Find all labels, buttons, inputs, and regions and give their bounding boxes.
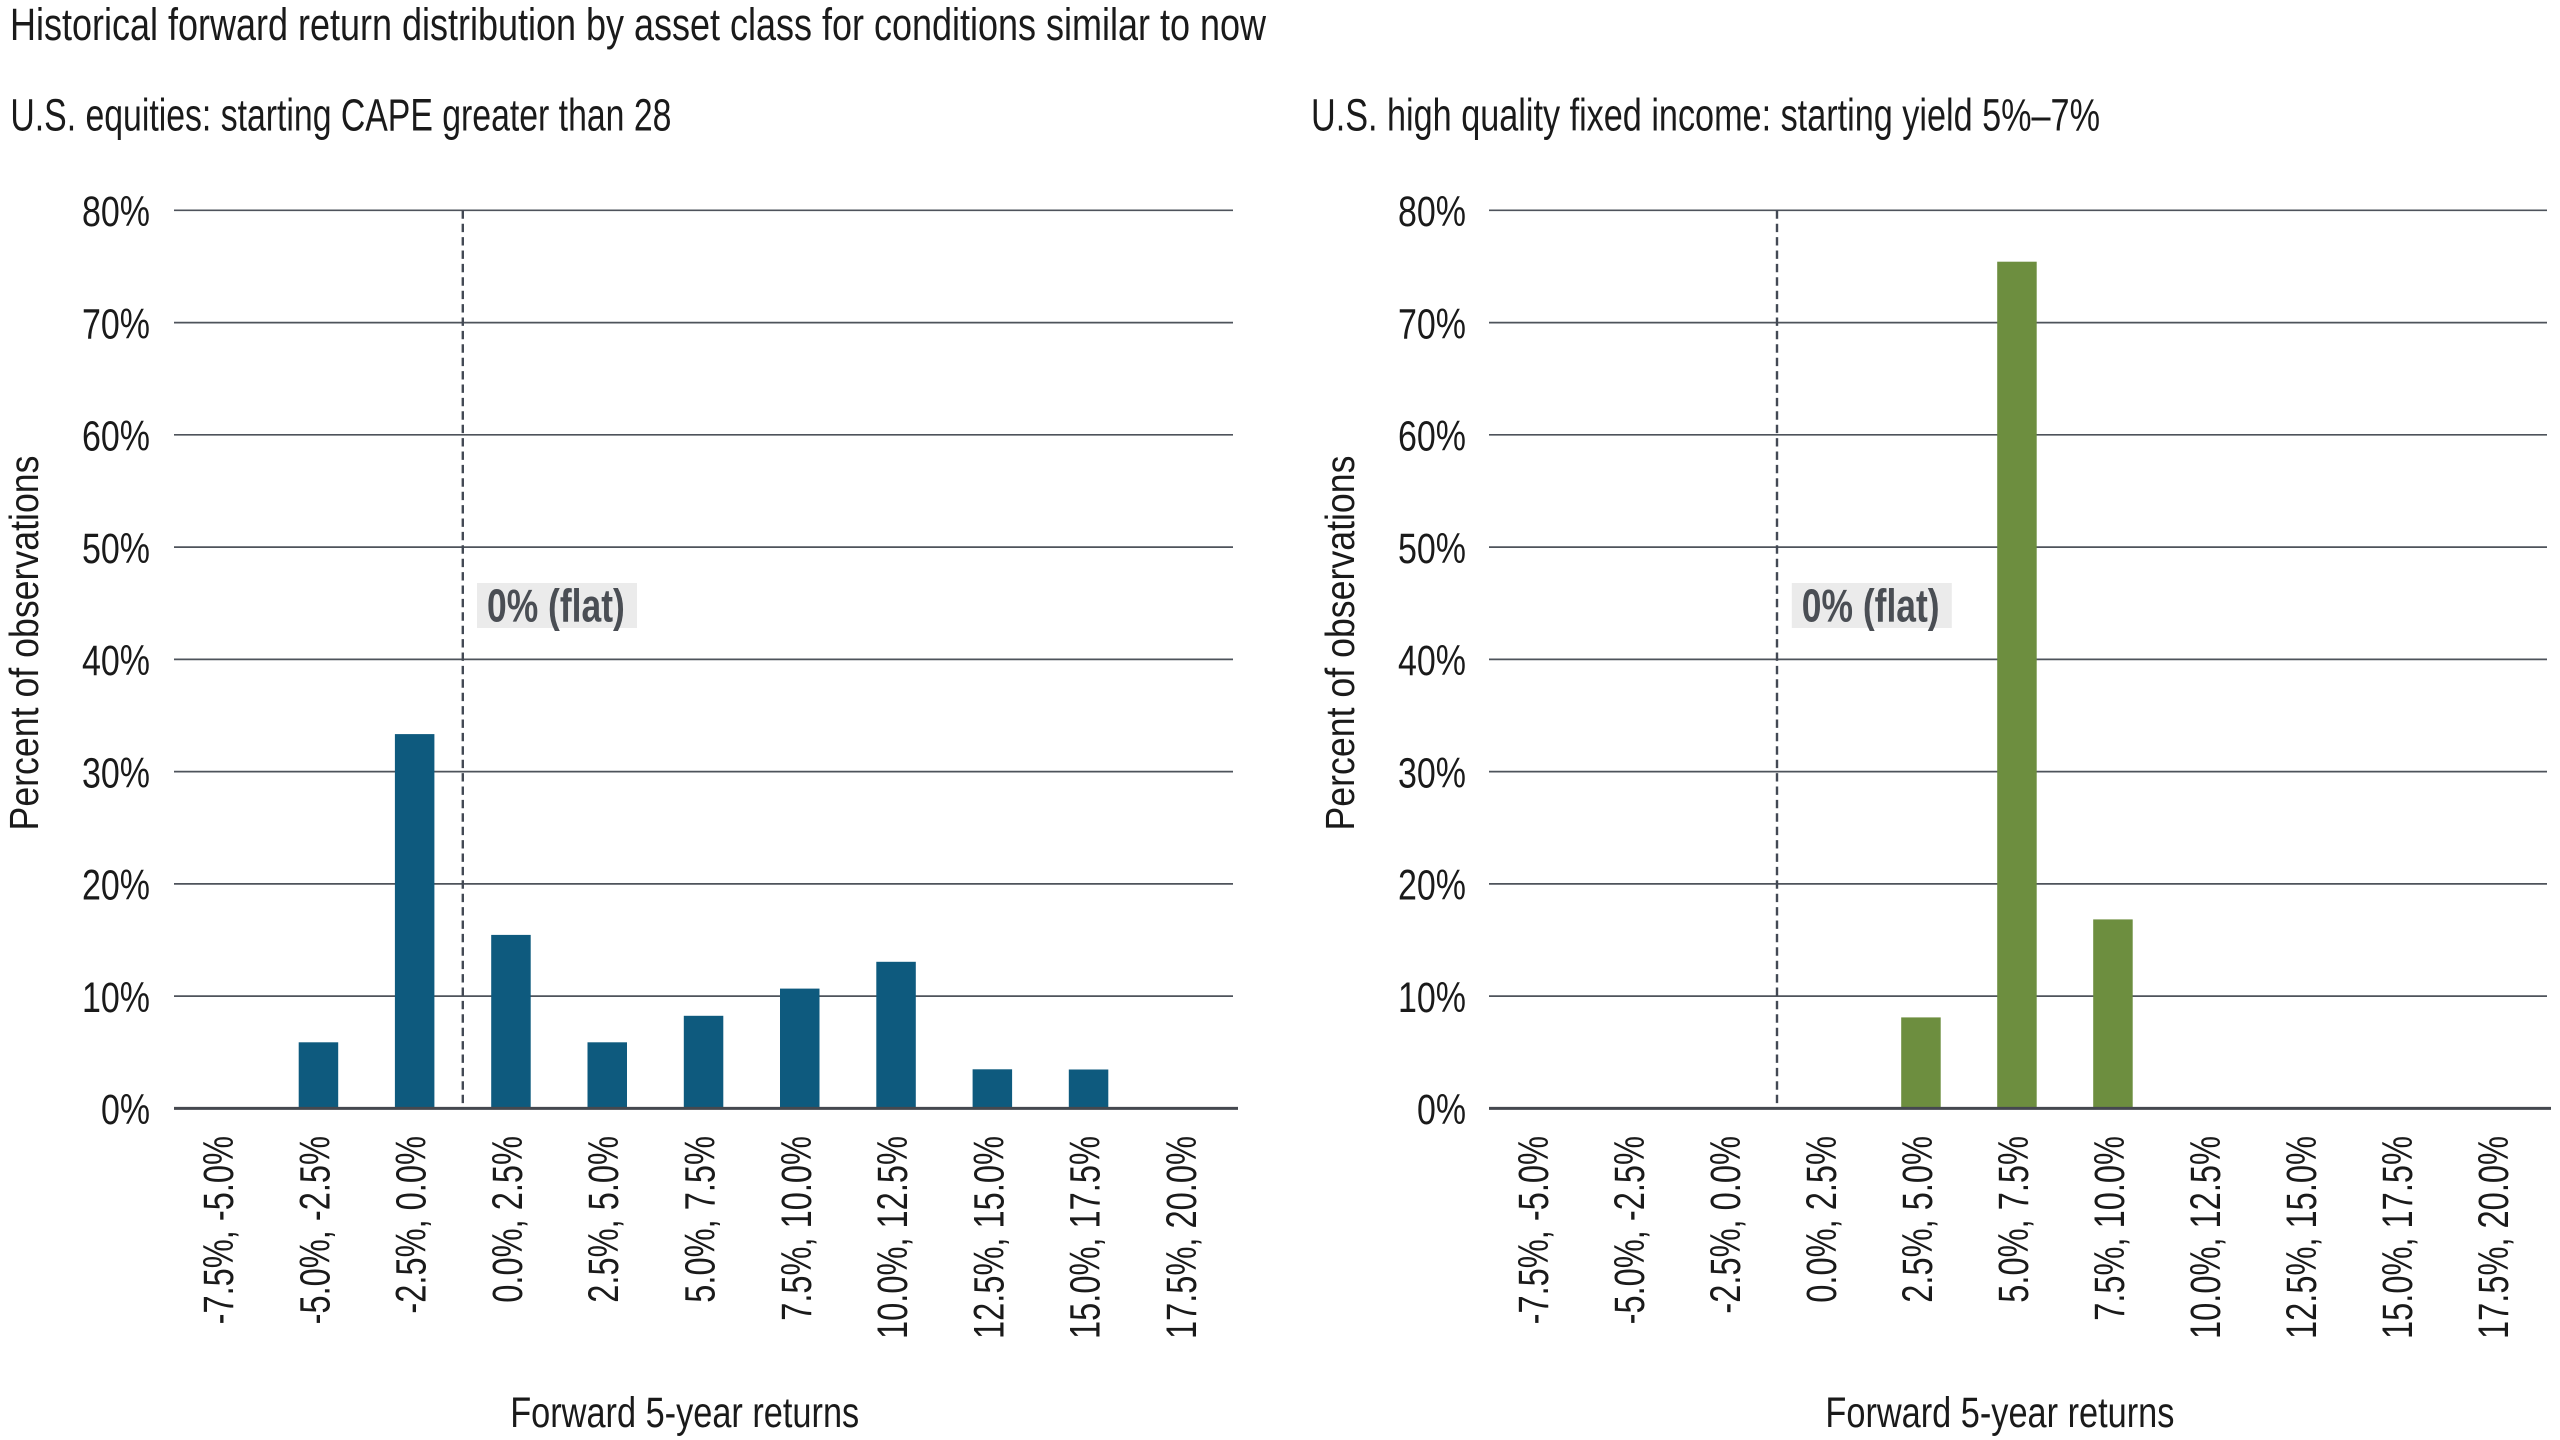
svg-text:0%: 0% xyxy=(101,1086,150,1134)
svg-text:60%: 60% xyxy=(1398,413,1466,461)
svg-text:-5.0%, -2.5%: -5.0%, -2.5% xyxy=(292,1136,339,1324)
svg-text:U.S. high quality fixed income: U.S. high quality fixed income: starting… xyxy=(1311,90,2100,141)
svg-text:40%: 40% xyxy=(82,637,150,685)
svg-text:15.0%, 17.5%: 15.0%, 17.5% xyxy=(2375,1136,2422,1339)
svg-text:17.5%, 20.0%: 17.5%, 20.0% xyxy=(1159,1136,1206,1339)
svg-text:2.5%, 5.0%: 2.5%, 5.0% xyxy=(581,1136,628,1303)
svg-text:-2.5%, 0.0%: -2.5%, 0.0% xyxy=(389,1136,436,1314)
svg-text:-2.5%, 0.0%: -2.5%, 0.0% xyxy=(1703,1136,1750,1314)
svg-text:20%: 20% xyxy=(82,862,150,910)
svg-text:0% (flat): 0% (flat) xyxy=(1802,580,1940,632)
svg-text:80%: 80% xyxy=(82,188,150,236)
svg-text:7.5%, 10.0%: 7.5%, 10.0% xyxy=(2087,1136,2134,1321)
svg-text:U.S. equities: starting CAPE g: U.S. equities: starting CAPE greater tha… xyxy=(10,90,671,141)
svg-text:70%: 70% xyxy=(1398,300,1466,348)
svg-text:0% (flat): 0% (flat) xyxy=(487,580,625,632)
svg-text:60%: 60% xyxy=(82,413,150,461)
svg-text:50%: 50% xyxy=(1398,525,1466,573)
svg-text:5.0%, 7.5%: 5.0%, 7.5% xyxy=(1991,1136,2038,1303)
svg-text:-7.5%, -5.0%: -7.5%, -5.0% xyxy=(196,1136,243,1324)
svg-text:10.0%, 12.5%: 10.0%, 12.5% xyxy=(870,1136,917,1339)
svg-text:30%: 30% xyxy=(82,749,150,797)
svg-text:2.5%, 5.0%: 2.5%, 5.0% xyxy=(1895,1136,1942,1303)
svg-text:12.5%, 15.0%: 12.5%, 15.0% xyxy=(2279,1136,2326,1339)
svg-text:10%: 10% xyxy=(1398,974,1466,1022)
svg-text:7.5%, 10.0%: 7.5%, 10.0% xyxy=(774,1136,821,1321)
svg-text:0%: 0% xyxy=(1417,1086,1466,1134)
svg-text:Forward 5-year returns: Forward 5-year returns xyxy=(1825,1389,2174,1437)
svg-text:17.5%, 20.0%: 17.5%, 20.0% xyxy=(2471,1136,2518,1339)
svg-text:20%: 20% xyxy=(1398,862,1466,910)
svg-text:-7.5%, -5.0%: -7.5%, -5.0% xyxy=(1511,1136,1558,1324)
svg-text:30%: 30% xyxy=(1398,749,1466,797)
svg-text:0.0%, 2.5%: 0.0%, 2.5% xyxy=(1799,1136,1846,1303)
svg-text:5.0%, 7.5%: 5.0%, 7.5% xyxy=(678,1136,725,1303)
svg-text:12.5%, 15.0%: 12.5%, 15.0% xyxy=(966,1136,1013,1339)
svg-text:10.0%, 12.5%: 10.0%, 12.5% xyxy=(2183,1136,2230,1339)
svg-text:Percent of observations: Percent of observations xyxy=(1,455,47,830)
svg-text:10%: 10% xyxy=(82,974,150,1022)
svg-text:50%: 50% xyxy=(82,525,150,573)
svg-text:Historical forward return dist: Historical forward return distribution b… xyxy=(10,0,1266,50)
svg-text:70%: 70% xyxy=(82,300,150,348)
svg-text:Percent of observations: Percent of observations xyxy=(1317,456,1363,831)
svg-text:80%: 80% xyxy=(1398,188,1466,236)
svg-text:0.0%, 2.5%: 0.0%, 2.5% xyxy=(485,1136,532,1303)
svg-text:Forward 5-year returns: Forward 5-year returns xyxy=(510,1389,859,1437)
svg-text:40%: 40% xyxy=(1398,637,1466,685)
svg-text:15.0%, 17.5%: 15.0%, 17.5% xyxy=(1063,1136,1110,1339)
svg-text:-5.0%, -2.5%: -5.0%, -2.5% xyxy=(1607,1136,1654,1324)
